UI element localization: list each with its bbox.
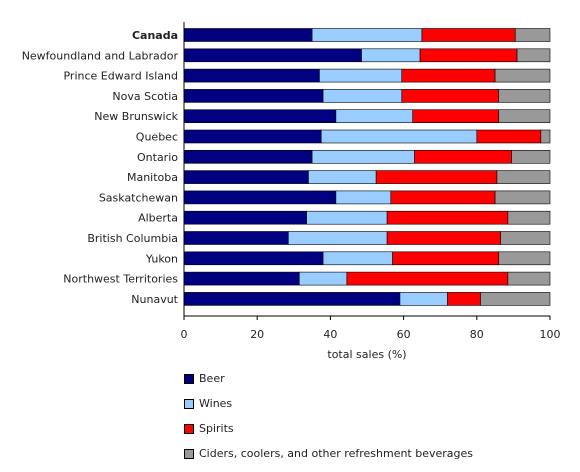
category-label-manitoba: Manitoba	[127, 171, 178, 184]
bar-nova-scotia-wines	[322, 89, 403, 103]
bar-new-brunswick-ciders-coolers-and-other-refreshment-beverages	[498, 109, 551, 123]
x-tick-labels: 0 20 40 60 80 100	[181, 328, 561, 341]
legend-swatch-spirits	[184, 424, 194, 434]
category-label-canada: Canada	[132, 29, 178, 42]
bar-alberta-ciders-coolers-and-other-refreshment-beverages	[507, 210, 551, 225]
bar-newfoundland-and-labrador-spirits	[419, 48, 518, 63]
bar-quebec-spirits	[476, 129, 542, 144]
bar-northwest-territories-wines	[298, 271, 348, 286]
bar-nova-scotia-ciders-coolers-and-other-refreshment-beverages	[498, 89, 551, 103]
bar-prince-edward-island-spirits	[401, 68, 496, 83]
bar-manitoba-wines	[308, 170, 377, 184]
category-label-british-columbia: British Columbia	[87, 232, 178, 245]
bar-manitoba-ciders-coolers-and-other-refreshment-beverages	[496, 170, 551, 184]
bar-nova-scotia-spirits	[401, 89, 500, 103]
bar-newfoundland-and-labrador-wines	[361, 48, 421, 63]
bar-quebec-wines	[320, 129, 478, 144]
bar-yukon-beer	[183, 251, 324, 266]
x-tick-label-80: 80	[470, 328, 484, 341]
bars-layer	[183, 28, 551, 306]
category-label-newfoundland-and-labrador: Newfoundland and Labrador	[22, 49, 179, 62]
bar-nunavut-wines	[399, 292, 448, 306]
bar-british-columbia-beer	[183, 231, 289, 245]
axes	[183, 22, 551, 320]
bar-ontario-spirits	[414, 150, 512, 164]
bar-prince-edward-island-beer	[183, 68, 320, 83]
bar-canada-ciders-coolers-and-other-refreshment-beverages	[514, 28, 551, 42]
bar-yukon-ciders-coolers-and-other-refreshment-beverages	[498, 251, 551, 266]
bar-saskatchewan-spirits	[390, 190, 496, 205]
bar-canada-spirits	[421, 28, 516, 42]
bar-ontario-ciders-coolers-and-other-refreshment-beverages	[511, 150, 551, 164]
x-tick-label-60: 60	[397, 328, 411, 341]
x-tick-label-100: 100	[540, 328, 561, 341]
bar-alberta-beer	[183, 210, 307, 225]
category-label-quebec: Quebec	[136, 131, 178, 144]
legend-label-wines: Wines	[199, 397, 233, 410]
bar-prince-edward-island-ciders-coolers-and-other-refreshment-beverages	[494, 68, 551, 83]
category-label-saskatchewan: Saskatchewan	[99, 191, 178, 204]
bar-alberta-wines	[306, 210, 388, 225]
legend-label-spirits: Spirits	[199, 422, 234, 435]
bar-manitoba-beer	[183, 170, 309, 184]
bar-nova-scotia-beer	[183, 89, 324, 103]
category-label-new-brunswick: New Brunswick	[94, 110, 178, 123]
bar-british-columbia-spirits	[386, 231, 501, 245]
bar-canada-wines	[311, 28, 423, 42]
bar-british-columbia-wines	[288, 231, 388, 245]
x-tick-label-0: 0	[181, 328, 188, 341]
bar-alberta-spirits	[386, 210, 509, 225]
bar-northwest-territories-beer	[183, 271, 300, 286]
category-label-northwest-territories: Northwest Territories	[63, 273, 178, 286]
stacked-bar-chart: Canada Newfoundland and Labrador Prince Ed…	[22, 22, 561, 361]
category-labels: Canada Newfoundland and Labrador Prince Ed…	[22, 29, 179, 306]
x-axis-label: total sales (%)	[327, 348, 406, 361]
category-label-prince-edward-island: Prince Edward Island	[63, 70, 178, 83]
bar-canada-beer	[183, 28, 313, 42]
bar-ontario-beer	[183, 150, 313, 164]
bar-prince-edward-island-wines	[319, 68, 403, 83]
bar-saskatchewan-beer	[183, 190, 337, 205]
bar-nunavut-beer	[183, 292, 401, 306]
bar-saskatchewan-wines	[335, 190, 392, 205]
x-tick-label-20: 20	[250, 328, 264, 341]
bar-nunavut-ciders-coolers-and-other-refreshment-beverages	[480, 292, 551, 306]
bar-northwest-territories-ciders-coolers-and-other-refreshment-beverages	[507, 271, 551, 286]
bar-new-brunswick-spirits	[412, 109, 500, 123]
bar-ontario-wines	[311, 150, 415, 164]
bar-northwest-territories-spirits	[346, 271, 509, 286]
x-tick-label-40: 40	[323, 328, 337, 341]
bar-quebec-beer	[183, 129, 322, 144]
legend-swatch-beer	[184, 374, 194, 384]
legend-swatch-wines	[184, 399, 194, 409]
bar-new-brunswick-beer	[183, 109, 337, 123]
category-label-alberta: Alberta	[138, 212, 178, 225]
bar-nunavut-spirits	[447, 292, 481, 306]
legend-swatch-ciders-coolers-and-other-refreshment-beverages	[184, 449, 194, 459]
category-label-yukon: Yukon	[145, 252, 178, 265]
bar-saskatchewan-ciders-coolers-and-other-refreshment-beverages	[494, 190, 551, 205]
bar-newfoundland-and-labrador-beer	[183, 48, 362, 63]
bar-newfoundland-and-labrador-ciders-coolers-and-other-refreshment-beverages	[516, 48, 551, 63]
bar-new-brunswick-wines	[335, 109, 414, 123]
bar-manitoba-spirits	[375, 170, 498, 184]
bar-quebec-ciders-coolers-and-other-refreshment-beverages	[540, 129, 551, 144]
bar-yukon-spirits	[392, 251, 500, 266]
category-label-ontario: Ontario	[137, 151, 178, 164]
legend-label-beer: Beer	[199, 372, 225, 385]
category-label-nova-scotia: Nova Scotia	[112, 90, 178, 103]
legend-label-ciders-coolers-and-other-refreshment-beverages: Ciders, coolers, and other refreshment b…	[199, 447, 474, 460]
category-label-nunavut: Nunavut	[131, 293, 178, 306]
bar-yukon-wines	[322, 251, 393, 266]
bar-british-columbia-ciders-coolers-and-other-refreshment-beverages	[500, 231, 551, 245]
